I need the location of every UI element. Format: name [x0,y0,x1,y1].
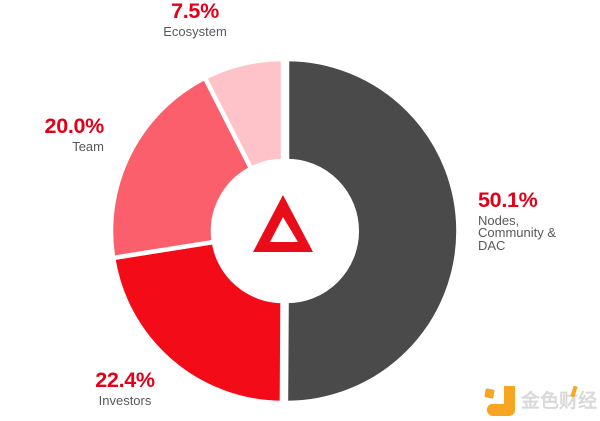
label-investors: 22.4% Investors [55,368,195,408]
watermark-text: 金色财经 [521,390,598,412]
label-nodes-community-dac: 50.1% Nodes, Community & DAC [478,188,588,253]
slice-ecosystem [201,56,286,172]
watermark: 金色财经 [484,383,600,419]
ecosystem-name-line: Ecosystem [163,24,227,39]
investors-percent: 22.4% [95,368,155,392]
investors-name-line: Investors [98,393,152,408]
jinse-finance-logo-icon [484,385,515,416]
team-percent: 20.0% [44,114,105,138]
nodes-percent: 50.1% [478,188,538,212]
ecosystem-percent: 7.5% [171,0,219,23]
nodes-name: Nodes, Community & DAC [478,213,588,253]
team-name-line: Team [72,139,104,154]
jinse-logo-j-shape [487,385,515,416]
nodes-name-line-1: Nodes, [478,213,520,228]
team-name: Team [0,140,104,154]
nodes-name-line-3: DAC [478,237,506,253]
jinse-logo-dot [484,388,495,398]
slice-team [108,74,255,261]
triangle-logo-hole [270,217,298,242]
investors-name: Investors [55,394,195,408]
nodes-name-line-2: Community & [478,225,557,241]
ecosystem-name: Ecosystem [125,25,265,39]
slice-investors [110,239,285,406]
donut-slices [108,56,461,406]
label-ecosystem: 7.5% Ecosystem [125,0,265,39]
label-team: 20.0% Team [0,114,105,154]
slice-nodes-community-dac [283,56,461,406]
